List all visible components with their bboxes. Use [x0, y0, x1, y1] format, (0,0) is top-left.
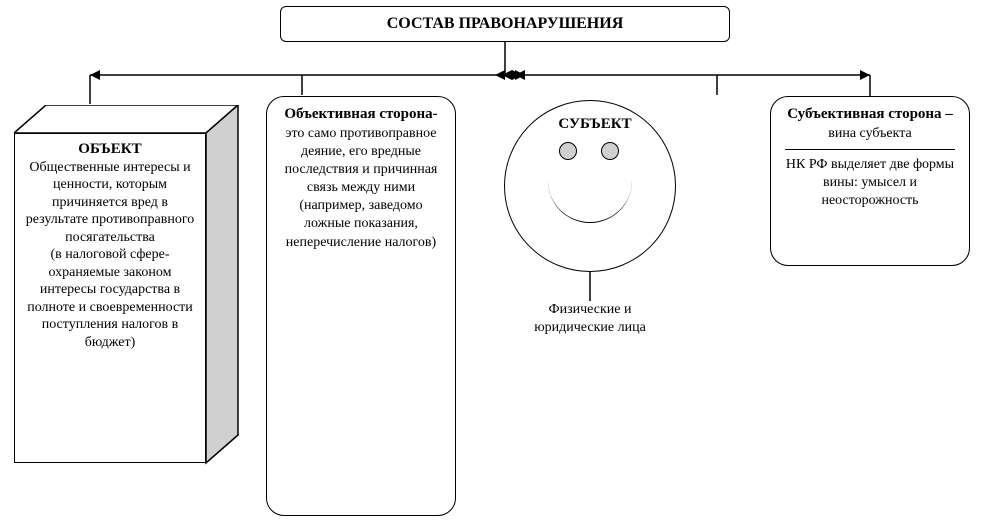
node-object-cube: ОБЪЕКТ Общественные интересы и ценности,…	[14, 105, 238, 463]
node-subject: СУБЪЕКТ Физические и юридические лица	[490, 96, 700, 356]
node-subjective-side: Субъективная сторона – вина субъекта НК …	[770, 96, 970, 266]
subjective-body-bottom: НК РФ выделяет две формы вины: умысел и …	[781, 156, 959, 211]
diagram-title: СОСТАВ ПРАВОНАРУШЕНИЯ	[280, 6, 730, 42]
object-heading: ОБЪЕКТ	[21, 140, 199, 159]
objective-body: это само противоправное деяние, его вред…	[277, 125, 445, 252]
subject-caption: Физические и юридические лица	[530, 301, 650, 336]
object-body: Общественные интересы и ценности, которы…	[26, 160, 194, 350]
node-objective-side: Объективная сторона- это само противопра…	[266, 96, 456, 516]
cube-front-face: ОБЪЕКТ Общественные интересы и ценности,…	[14, 133, 206, 463]
subjective-body-top: вина субъекта	[781, 125, 959, 143]
subjective-heading: Субъективная сторона –	[781, 105, 959, 125]
objective-heading: Объективная сторона-	[277, 105, 445, 125]
cube-side-face	[204, 105, 240, 465]
subjective-divider	[785, 149, 955, 150]
